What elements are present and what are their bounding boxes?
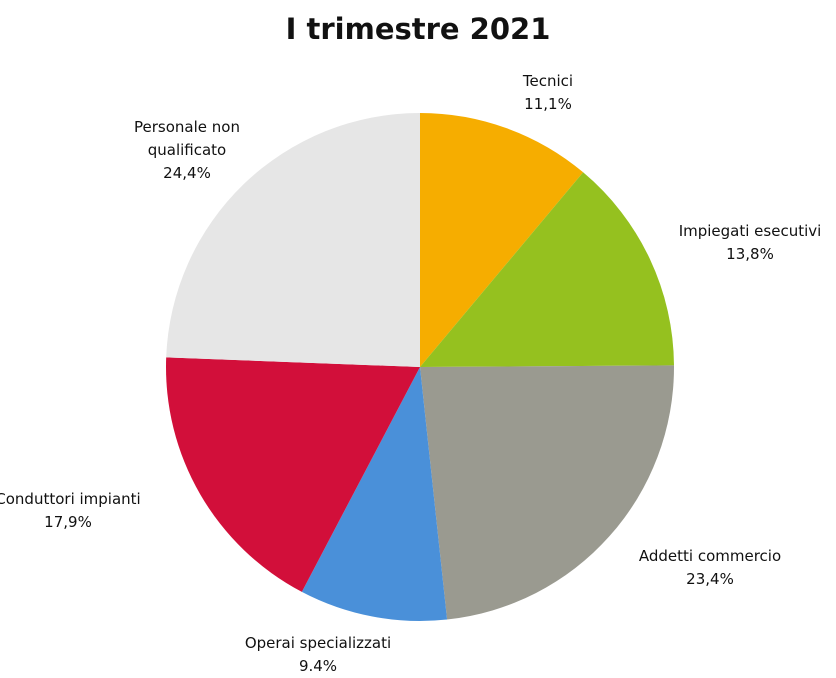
chart-title: I trimestre 2021 (285, 12, 551, 46)
value-label: 23,4% (686, 570, 734, 588)
pie-slice (166, 113, 420, 367)
slice-label: Operai specializzati 9.4% (245, 632, 391, 678)
slice-label: Addetti commercio 23,4% (639, 545, 781, 591)
slice-label: Personale non qualificato 24,4% (112, 116, 262, 185)
pie-slice (420, 172, 674, 367)
category-label: Impiegati esecutivi (678, 222, 822, 240)
category-label: Tecnici (522, 72, 574, 90)
value-label: 9.4% (298, 657, 338, 675)
slice-label: Conduttori impianti 17,9% (0, 488, 141, 534)
slice-label: Tecnici 11,1% (523, 70, 573, 116)
pie-slice (301, 367, 448, 621)
category-label: Personale non qualificato (134, 118, 240, 159)
value-label: 17,9% (44, 513, 92, 531)
pie-slice (166, 357, 420, 592)
value-label: 24,4% (163, 164, 211, 182)
slice-label: Impiegati esecutivi 13,8% (679, 220, 822, 266)
category-label: Conduttori impianti (0, 490, 141, 508)
value-label: 11,1% (524, 95, 572, 113)
category-label: Operai specializzati (244, 634, 392, 652)
pie-slice (420, 365, 674, 620)
category-label: Addetti commercio (638, 547, 782, 565)
pie-slice (420, 113, 584, 367)
value-label: 13,8% (726, 245, 774, 263)
